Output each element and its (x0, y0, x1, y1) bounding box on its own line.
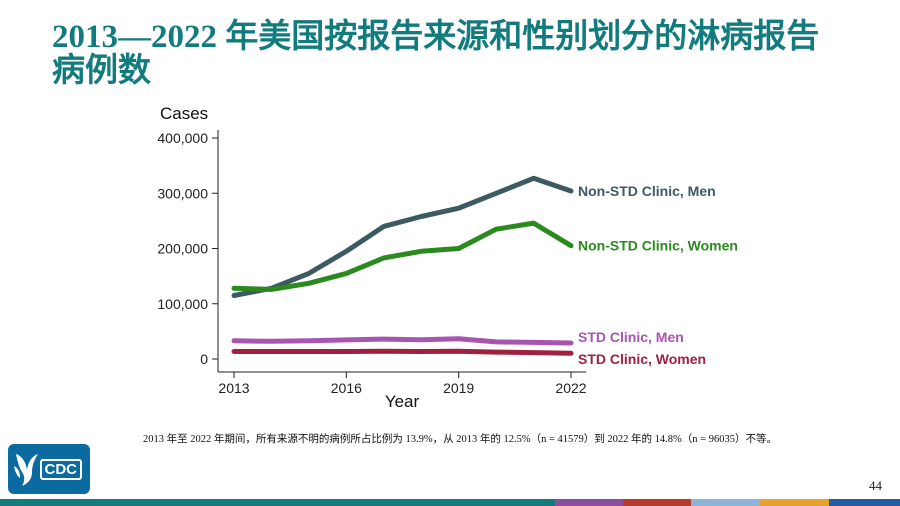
bottom-bar-segment (759, 499, 829, 506)
bottom-bar-segment (623, 499, 691, 506)
y-tick-label: 400,000 (157, 130, 208, 146)
series-line (231, 348, 574, 356)
y-tick-label: 200,000 (157, 241, 208, 257)
chart-series (231, 175, 574, 356)
series-label: STD Clinic, Women (578, 351, 706, 367)
y-axis-title: Cases (160, 104, 208, 123)
page-number: 44 (869, 478, 882, 493)
series-label: Non-STD Clinic, Men (578, 183, 716, 199)
chart-axes (217, 130, 586, 373)
slide-title: 2013—2022 年美国按报告来源和性别划分的淋病报告病例数 (52, 19, 820, 89)
y-tick-label: 0 (200, 351, 208, 367)
bottom-color-bar (0, 499, 900, 506)
x-axis-title: Year (385, 392, 420, 411)
series-label: Non-STD Clinic, Women (578, 238, 738, 254)
series-line (231, 175, 574, 298)
hhs-eagle-icon (14, 454, 38, 486)
bottom-bar-segment (691, 499, 759, 506)
bottom-bar-segment (0, 499, 555, 506)
bottom-bar-segment (555, 499, 623, 506)
x-tick-label: 2013 (218, 380, 249, 396)
y-axis-ticks: 0 100,000 200,000 300,000 400,000 (157, 130, 218, 367)
x-tick-label: 2019 (443, 380, 474, 396)
series-label: STD Clinic, Men (578, 329, 684, 345)
y-tick-label: 100,000 (157, 296, 208, 312)
y-tick-label: 300,000 (157, 185, 208, 201)
footnote: 2013 年至 2022 年期间，所有来源不明的病例所占比例为 13.9%，从 … (143, 434, 777, 445)
x-tick-label: 2022 (555, 380, 586, 396)
series-line (231, 220, 574, 292)
x-tick-label: 2016 (331, 380, 362, 396)
series-line (231, 336, 574, 346)
x-axis-ticks: 2013 2016 2019 2022 (218, 372, 587, 396)
cdc-logo: CDC (8, 444, 90, 494)
cdc-logo-text: CDC (39, 458, 82, 480)
bottom-bar-segment (829, 499, 900, 506)
series-labels: Non-STD Clinic, Men Non-STD Clinic, Women… (578, 183, 738, 367)
